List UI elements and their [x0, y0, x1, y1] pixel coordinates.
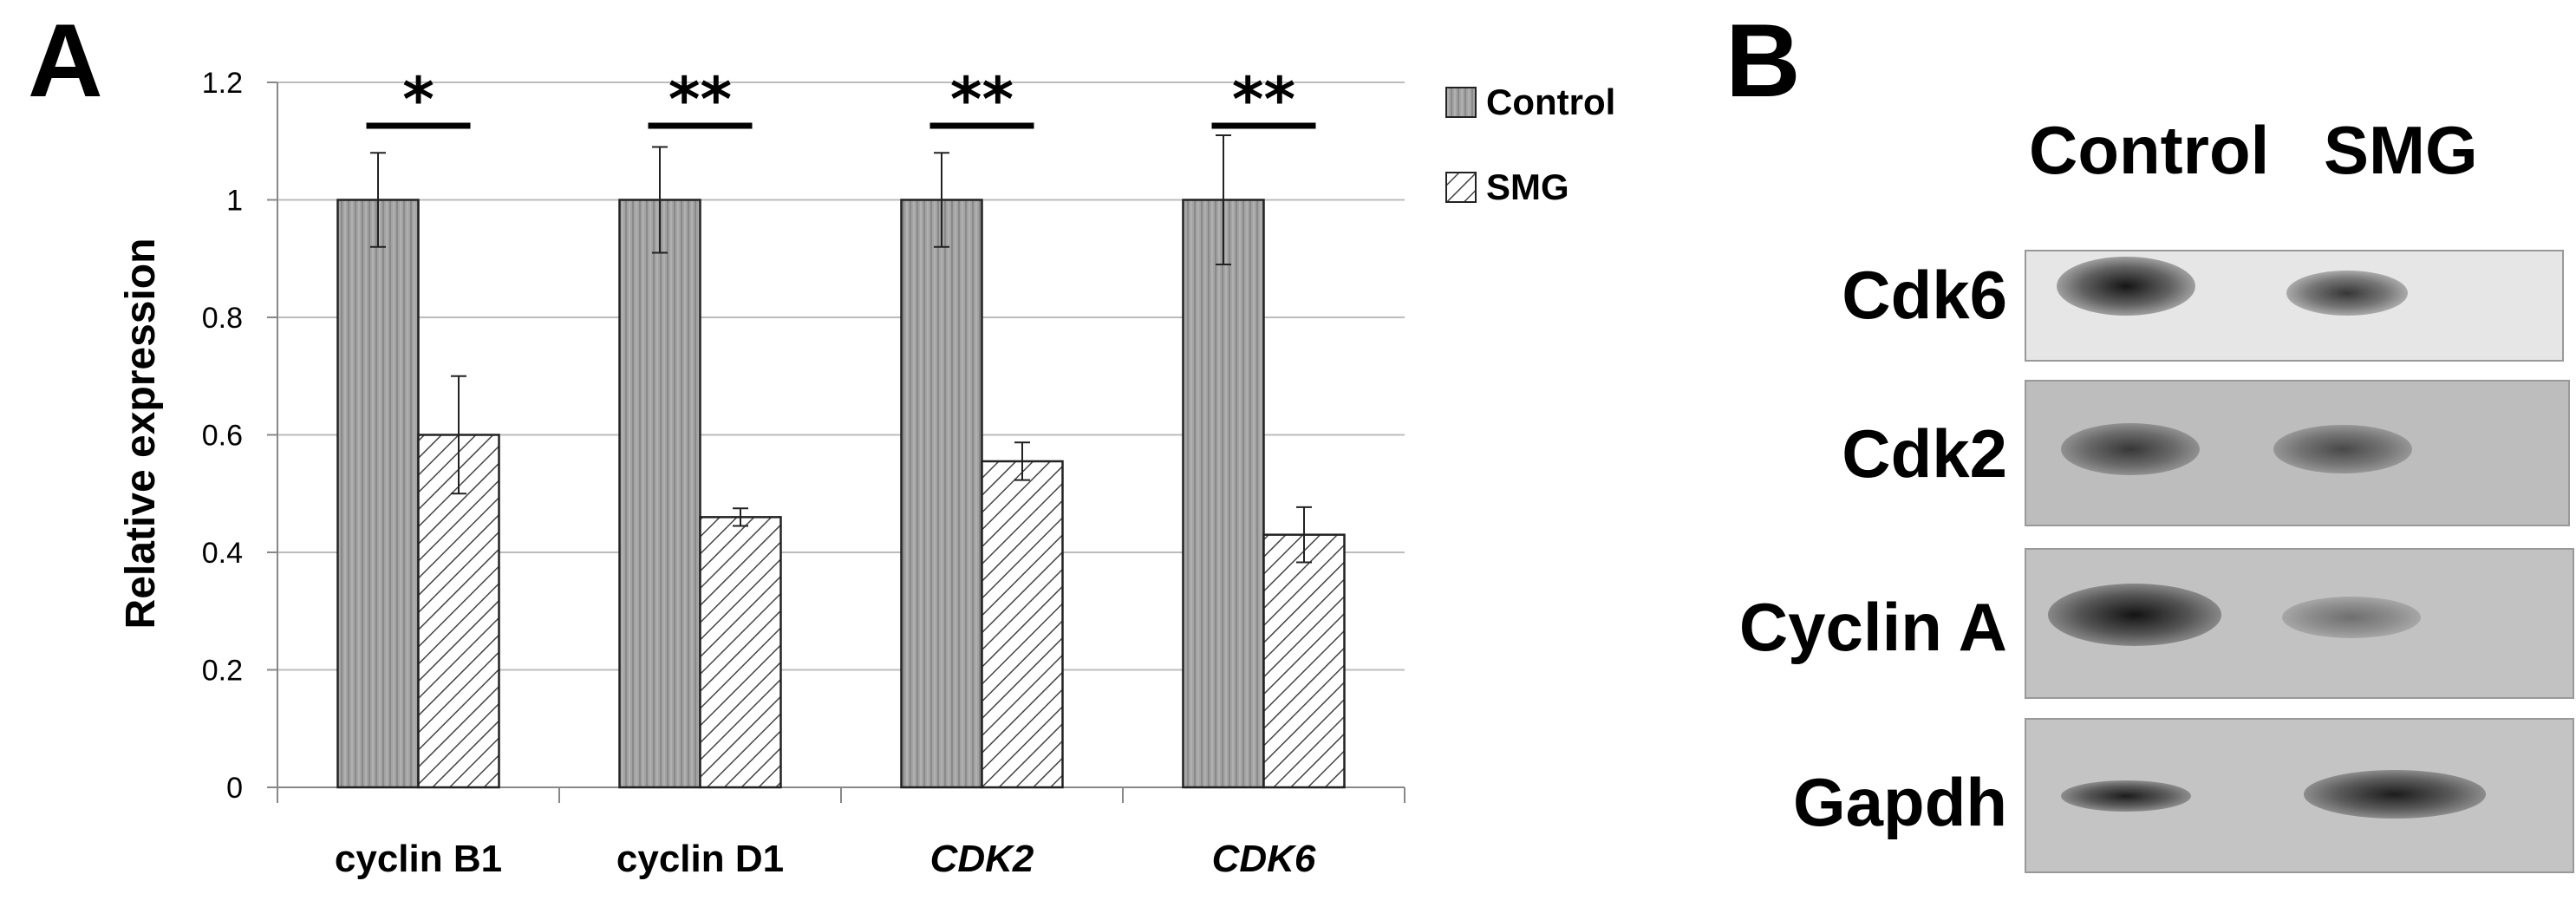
legend-swatch-smg — [1445, 172, 1477, 203]
significance-marker: * — [402, 64, 434, 135]
y-tick-label: 0 — [226, 772, 243, 805]
bar-smg-2 — [699, 516, 782, 789]
blot-column-label: Control — [2029, 112, 2270, 188]
bar-control-3 — [900, 199, 983, 789]
y-tick-label: 0.6 — [202, 420, 243, 453]
legend-swatch-control — [1445, 87, 1477, 118]
legend-label-control: Control — [1486, 82, 1615, 122]
bar-smg-4 — [1262, 533, 1346, 789]
significance-marker: ** — [950, 64, 1014, 135]
panel-label-a: A — [28, 3, 103, 119]
y-axis-title: Relative expression — [118, 238, 164, 630]
bar-chart: 0 0.2 0.4 0.6 0.8 1 1.2 Relative expression * cy… — [118, 64, 1615, 880]
bar-control-2 — [618, 199, 701, 789]
blot-row-label: Gapdh — [1793, 764, 2007, 840]
category-label: CDK2 — [930, 838, 1034, 880]
blot-strip-cdk2 — [2025, 380, 2570, 526]
category-label: cyclin B1 — [335, 838, 502, 880]
y-tick-label: 0.4 — [202, 537, 243, 570]
bar-smg-3 — [981, 460, 1064, 789]
significance-marker: ** — [668, 64, 732, 135]
blot-band-smg — [2286, 271, 2408, 316]
blot-row-label: Cyclin A — [1738, 589, 2007, 665]
bar-control-1 — [336, 199, 420, 789]
y-tick-label: 0.2 — [202, 655, 243, 688]
blot-band-control — [2048, 584, 2221, 646]
blot-band-smg — [2304, 770, 2486, 819]
blot-row-label: Cdk2 — [1842, 415, 2007, 492]
category-label: cyclin D1 — [616, 838, 784, 880]
bar-control-4 — [1182, 199, 1265, 789]
blot-band-control — [2061, 780, 2191, 812]
blot-strip-cdk6 — [2025, 250, 2564, 362]
blot-row-label: Cdk6 — [1842, 257, 2007, 333]
blot-band-control — [2061, 423, 2200, 475]
blot-column-label: SMG — [2324, 112, 2478, 188]
blot-strip-cyclin-a — [2025, 548, 2574, 699]
y-tick-label: 1 — [226, 185, 243, 218]
blot-band-smg — [2273, 425, 2412, 473]
category-label: CDK6 — [1212, 838, 1316, 880]
blot-band-smg — [2282, 597, 2421, 638]
y-tick-label: 1.2 — [202, 67, 243, 100]
panel-label-b: B — [1725, 3, 1801, 119]
blot-band-control — [2057, 257, 2195, 316]
blot-strip-gapdh — [2025, 718, 2574, 873]
y-tick-label: 0.8 — [202, 302, 243, 335]
significance-marker: ** — [1232, 64, 1295, 135]
legend-label-smg: SMG — [1486, 166, 1569, 207]
